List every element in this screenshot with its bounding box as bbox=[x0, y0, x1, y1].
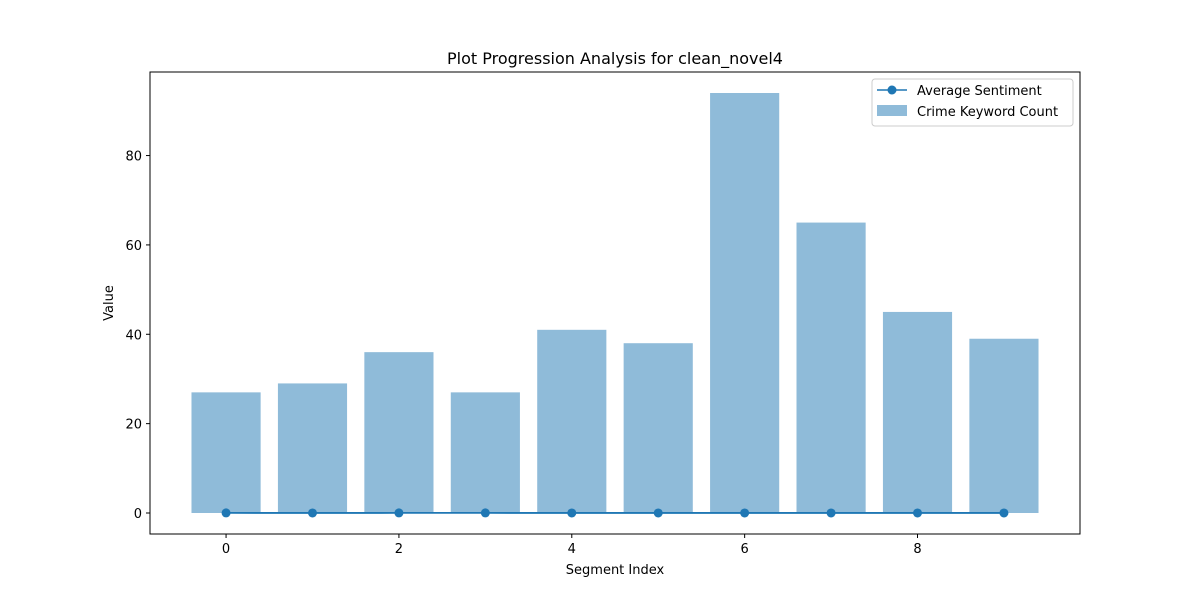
bar bbox=[537, 329, 607, 513]
x-tick-label: 2 bbox=[395, 542, 403, 557]
sentiment-point bbox=[394, 508, 404, 518]
legend-marker-swatch bbox=[887, 85, 897, 95]
line-group bbox=[221, 508, 1009, 518]
sentiment-point bbox=[653, 508, 663, 518]
x-tick-label: 8 bbox=[913, 542, 921, 557]
y-tick-label: 20 bbox=[125, 418, 142, 433]
bar bbox=[969, 338, 1039, 513]
bar bbox=[710, 93, 780, 513]
legend-label-sentiment: Average Sentiment bbox=[917, 84, 1042, 99]
y-tick-label: 80 bbox=[125, 150, 142, 165]
bar bbox=[796, 222, 866, 513]
sentiment-point bbox=[740, 508, 750, 518]
sentiment-point bbox=[567, 508, 577, 518]
sentiment-point bbox=[480, 508, 490, 518]
y-tick-label: 40 bbox=[125, 328, 142, 343]
sentiment-point bbox=[826, 508, 836, 518]
sentiment-point bbox=[307, 508, 317, 518]
legend-box bbox=[871, 78, 1074, 127]
x-axis-ticks: 0 2 4 6 8 bbox=[222, 534, 922, 557]
bar bbox=[277, 383, 348, 513]
bar bbox=[191, 392, 261, 513]
y-tick-label: 0 bbox=[134, 507, 142, 522]
chart-title: Plot Progression Analysis for clean_nove… bbox=[447, 49, 783, 69]
y-axis-ticks: 0 20 40 60 80 bbox=[125, 150, 150, 522]
sentiment-point bbox=[999, 508, 1009, 518]
legend-label-crime: Crime Keyword Count bbox=[917, 105, 1058, 120]
x-tick-label: 0 bbox=[222, 542, 230, 557]
bar bbox=[450, 392, 520, 513]
legend-bar-swatch bbox=[877, 105, 907, 116]
y-axis-label: Value bbox=[102, 285, 117, 321]
sentiment-point bbox=[913, 508, 923, 518]
bar bbox=[882, 311, 953, 513]
y-tick-label: 60 bbox=[125, 239, 142, 254]
legend: Average Sentiment Crime Keyword Count bbox=[871, 78, 1074, 127]
bar bbox=[364, 352, 434, 513]
bar-group bbox=[191, 93, 1039, 513]
plot-frame bbox=[149, 71, 1081, 535]
bar bbox=[623, 343, 693, 513]
x-axis-label: Segment Index bbox=[566, 563, 665, 578]
x-tick-label: 6 bbox=[741, 542, 749, 557]
sentiment-point bbox=[221, 508, 231, 518]
x-tick-label: 4 bbox=[568, 542, 576, 557]
